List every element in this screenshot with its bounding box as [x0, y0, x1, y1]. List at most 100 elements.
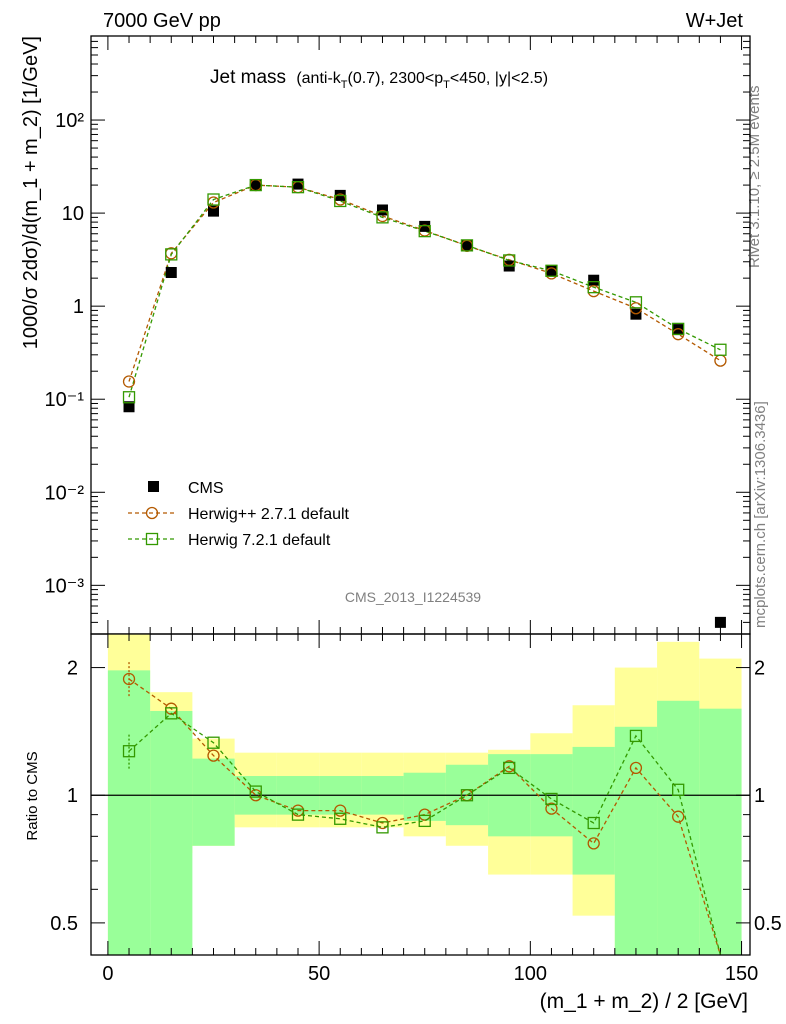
legend: CMS Herwig++ 2.7.1 default Herwig 7.2.1 …: [128, 480, 350, 549]
ratio-herwigpp-point: [207, 749, 220, 762]
ratio-herwigpp-point: [122, 672, 136, 686]
main-ytick-label: 10²: [55, 110, 84, 132]
ratio-xlabel: (m_1 + m_2) / 2 [GeV]: [540, 990, 748, 1013]
herwig7-point: [460, 239, 474, 252]
ratio-herwig7-point: [629, 729, 643, 743]
herwigpp-point: [418, 224, 431, 237]
cms-point: [292, 178, 304, 190]
main-ytick-label: 10⁻¹: [45, 389, 85, 411]
ratio-herwigpp-point: [587, 837, 600, 850]
ratio-herwig7-point: [418, 814, 431, 828]
ratio-herwigpp-point: [629, 761, 643, 775]
ratio-herwig7-point: [249, 785, 262, 798]
ratio-ytick-label-left: 0.5: [50, 913, 78, 935]
herwig7-point: [376, 211, 389, 224]
mcplots-label: mcplots.cern.ch [arXiv:1306.3436]: [752, 401, 769, 628]
ratio-xtick-label: 100: [514, 963, 547, 985]
ratio-herwigpp-point: [334, 804, 347, 817]
herwig7-point: [545, 264, 558, 277]
main-ylabel: 1000/σ 2dσ)/d(m_1 + m_2) [1/GeV]: [20, 36, 42, 349]
cms-point: [419, 220, 431, 232]
herwig7-point: [122, 391, 136, 404]
herwig7-point: [418, 224, 431, 238]
ratio-herwig7-point: [165, 707, 178, 720]
band-green: [699, 708, 742, 955]
band-green: [657, 700, 700, 955]
ratio-ytick-label-right: 2: [754, 658, 765, 680]
legend-marker-cms: [148, 481, 159, 492]
legend-label-herwigpp: Herwig++ 2.7.1 default: [188, 506, 350, 523]
ratio-ytick-label-right: 0.5: [754, 913, 782, 935]
herwigpp-point: [291, 181, 305, 194]
ratio-ytick-label-left: 2: [67, 658, 78, 680]
herwigpp-point: [122, 375, 136, 388]
herwig7-point: [503, 254, 516, 267]
herwigpp-point: [714, 354, 727, 367]
herwigpp-point: [207, 196, 220, 209]
ratio-herwigpp-point: [672, 810, 685, 823]
ratio-line-herwigpp: [128, 678, 722, 956]
ratio-ytick-label-right: 1: [754, 785, 765, 807]
title-sub-1: T: [341, 79, 348, 91]
band-green: [403, 772, 446, 821]
ratio-herwig7-point: [376, 821, 389, 834]
band-green: [150, 710, 193, 955]
ratio-xtick-label: 50: [308, 963, 330, 985]
band-green: [614, 726, 658, 955]
legend-marker-herwigpp: [145, 506, 159, 520]
herwig7-point: [207, 193, 220, 206]
ratio-ytick-label-left: 1: [67, 785, 78, 807]
herwig7-point: [334, 194, 347, 208]
ratio-herwig7-point: [291, 808, 305, 821]
ratio-line-herwig7: [128, 712, 722, 956]
herwigpp-point: [587, 284, 600, 298]
herwig7-point: [291, 181, 305, 194]
cms-point: [123, 401, 135, 413]
band-green: [572, 746, 615, 875]
cms-point: [165, 266, 177, 278]
plot-title: Jet mass (anti-kT(0.7), 2300<pT<450, |y|…: [210, 67, 548, 91]
herwigpp-point: [460, 239, 474, 252]
main-plot: 10⁻³ 10⁻² 10⁻¹ 1 10 10²: [45, 35, 751, 635]
ratio-xtick-label: 0: [102, 963, 113, 985]
ratio-herwig7-point: [122, 745, 136, 758]
ratio-herwig7-point: [460, 789, 474, 802]
main-ytick-label: 10⁻²: [45, 482, 85, 504]
herwig7-point: [249, 178, 262, 192]
legend-marker-herwig7: [145, 532, 159, 546]
header-left: 7000 GeV pp: [103, 10, 221, 32]
title-sub-2: T: [443, 79, 450, 91]
cms-point: [714, 616, 726, 628]
cms-point: [545, 265, 557, 277]
ratio-herwig7-point: [334, 812, 347, 825]
cms-point: [250, 179, 262, 191]
herwig7-point: [672, 322, 685, 336]
ratio-herwig7-point: [545, 792, 558, 806]
header-right: W+Jet: [686, 10, 744, 32]
main-ytick-label: 1: [73, 296, 84, 318]
legend-label-cms: CMS: [188, 480, 224, 497]
ratio-frame: [90, 633, 751, 956]
cms-point: [461, 239, 473, 251]
herwig7-point: [714, 343, 727, 356]
herwigpp-point: [249, 178, 262, 192]
title-detail-1: (anti-k: [296, 70, 341, 87]
legend-label-herwig7: Herwig 7.2.1 default: [188, 532, 331, 549]
band-green: [192, 758, 235, 846]
ratio-herwig7-point: [587, 816, 600, 830]
cms-point: [588, 274, 600, 286]
ratio-herwigpp-point: [545, 802, 558, 815]
herwigpp-point: [503, 253, 516, 266]
ratio-ylabel: Ratio to CMS: [24, 751, 41, 840]
main-ytick-label: 10⁻³: [45, 575, 85, 597]
ratio-xtick-label: 150: [725, 963, 758, 985]
ratio-herwig7-point: [672, 783, 685, 796]
title-main: Jet mass: [210, 67, 286, 88]
ratio-herwig7-point: [503, 761, 516, 775]
herwig7-point: [587, 281, 600, 294]
cms-point: [672, 324, 684, 336]
main-ytick-label: 10: [62, 203, 84, 225]
herwigpp-point: [545, 267, 558, 280]
herwig7-point: [629, 296, 643, 309]
